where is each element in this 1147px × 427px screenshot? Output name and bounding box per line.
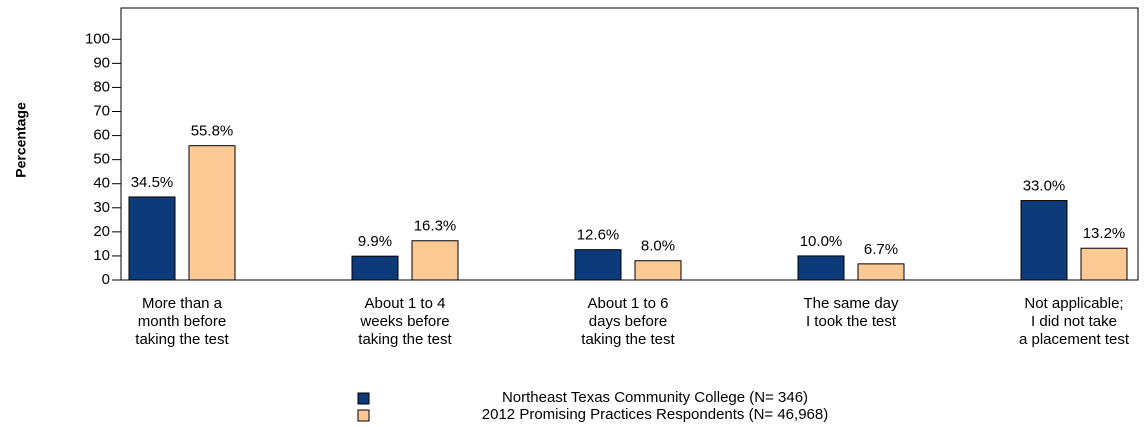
- bar: [188, 145, 236, 281]
- y-tick-label: 80: [93, 78, 110, 95]
- bar: [411, 240, 459, 281]
- bar: [574, 249, 622, 281]
- y-tick-label: 100: [85, 30, 110, 47]
- value-label: 16.3%: [414, 218, 457, 235]
- value-label: 9.9%: [358, 233, 392, 250]
- value-label: 55.8%: [191, 123, 234, 140]
- bar: [128, 196, 176, 281]
- bar: [634, 260, 682, 281]
- x-tick-label: The same day: [803, 295, 899, 312]
- x-tick-label: I did not take: [1031, 313, 1117, 330]
- x-tick-label: taking the test: [358, 331, 452, 348]
- legend-label: Northeast Texas Community College (N= 34…: [502, 389, 808, 406]
- y-tick-label: 30: [93, 199, 110, 216]
- x-tick-label: About 1 to 4: [365, 295, 446, 312]
- x-tick-label: I took the test: [806, 313, 897, 330]
- x-tick-label: taking the test: [581, 331, 675, 348]
- x-tick-label: days before: [589, 313, 667, 330]
- value-label: 33.0%: [1023, 178, 1066, 195]
- x-tick-label: a placement test: [1019, 331, 1130, 348]
- legend-label: 2012 Promising Practices Respondents (N=…: [482, 406, 828, 423]
- y-tick-label: 60: [93, 127, 110, 144]
- value-label: 13.2%: [1083, 225, 1126, 242]
- y-tick-label: 40: [93, 175, 110, 192]
- y-tick-label: 50: [93, 151, 110, 168]
- legend-swatch: [357, 392, 370, 405]
- bar: [797, 255, 845, 281]
- x-tick-label: weeks before: [359, 313, 449, 330]
- value-label: 10.0%: [800, 233, 843, 250]
- x-tick-label: Not applicable;: [1024, 295, 1123, 312]
- y-axis-label: Percentage: [13, 102, 29, 178]
- bar: [351, 255, 399, 281]
- legend-swatch: [357, 409, 370, 422]
- y-tick-label: 20: [93, 223, 110, 240]
- value-label: 8.0%: [641, 238, 675, 255]
- x-tick-label: month before: [138, 313, 226, 330]
- y-tick-label: 90: [93, 54, 110, 71]
- value-label: 12.6%: [577, 227, 620, 244]
- x-tick-label: taking the test: [135, 331, 229, 348]
- y-tick-label: 0: [102, 271, 110, 288]
- y-tick-label: 70: [93, 102, 110, 119]
- plot-frame: [120, 7, 1139, 281]
- bar: [1080, 247, 1128, 281]
- value-label: 34.5%: [131, 174, 174, 191]
- x-tick-label: More than a: [142, 295, 223, 312]
- y-tick-label: 10: [93, 247, 110, 264]
- bar: [857, 263, 905, 281]
- bar: [1020, 200, 1068, 281]
- x-tick-label: About 1 to 6: [588, 295, 669, 312]
- value-label: 6.7%: [864, 241, 898, 258]
